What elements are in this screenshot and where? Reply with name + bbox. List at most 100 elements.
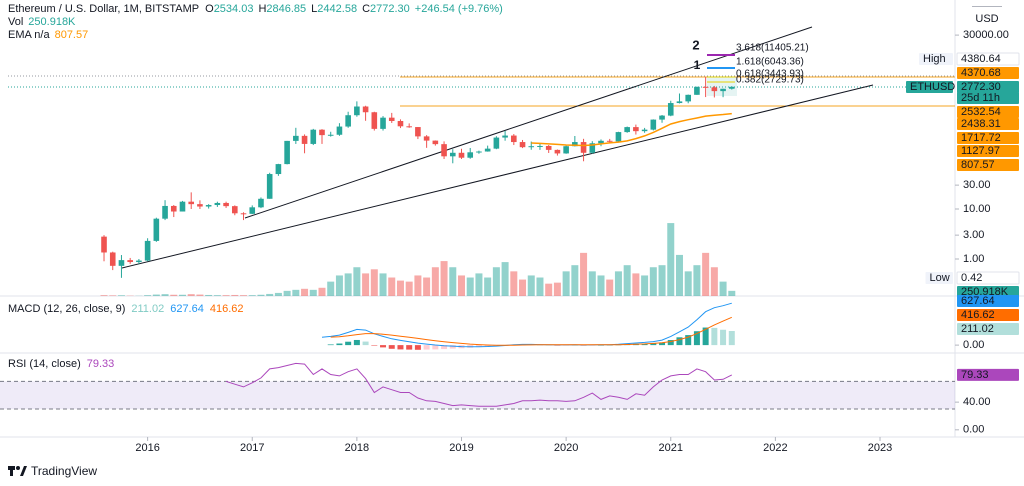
candle-body bbox=[223, 202, 229, 207]
fib-zone bbox=[707, 77, 737, 96]
volume-bar bbox=[178, 294, 186, 296]
volume-bar bbox=[388, 277, 396, 296]
volume-bar bbox=[545, 283, 553, 296]
volume-bar bbox=[423, 277, 431, 296]
volume-bar bbox=[117, 295, 125, 296]
volume-bar bbox=[196, 294, 204, 296]
y-tick-label: 1.00 bbox=[963, 253, 984, 265]
rsi-title: RSI (14, close) bbox=[8, 358, 81, 370]
volume-bar bbox=[405, 281, 413, 296]
price-badge bbox=[957, 132, 1019, 144]
annotation: 2 bbox=[692, 37, 699, 52]
price-badge-label: 2772.30 bbox=[961, 81, 1001, 93]
volume-bar bbox=[641, 275, 649, 296]
volume-bar bbox=[519, 279, 527, 296]
candle-body bbox=[197, 204, 203, 207]
candle-body bbox=[598, 140, 604, 144]
macd-line bbox=[321, 302, 732, 348]
volume-bar bbox=[553, 282, 561, 296]
macd-histogram-bar bbox=[432, 345, 439, 350]
candle-body bbox=[720, 88, 726, 92]
trend-line bbox=[244, 26, 813, 219]
price-badge bbox=[957, 159, 1019, 171]
candle-body bbox=[301, 135, 308, 144]
macd-histogram-bar bbox=[484, 345, 491, 347]
volume-bar bbox=[248, 295, 256, 296]
volume-bar bbox=[458, 275, 466, 296]
macd-histogram-bar bbox=[667, 340, 674, 346]
price-badge bbox=[956, 52, 1020, 66]
candle-body bbox=[179, 201, 186, 212]
volume-bar bbox=[266, 293, 274, 296]
volume-bar bbox=[109, 295, 117, 296]
candle-body bbox=[528, 146, 535, 148]
ema-line bbox=[531, 112, 732, 147]
price-badge-label: 4370.68 bbox=[961, 67, 1001, 79]
annotation: 1 bbox=[694, 58, 701, 72]
macd-title: MACD (12, 26, close, 9) bbox=[8, 303, 125, 315]
rsi-line bbox=[225, 362, 733, 407]
candle-body bbox=[615, 132, 622, 142]
macd-histogram-bar bbox=[380, 345, 387, 348]
candle-body bbox=[170, 205, 177, 212]
volume-bar bbox=[414, 275, 422, 296]
volume-bar bbox=[152, 294, 160, 296]
volume-bar bbox=[309, 289, 317, 296]
macd-histogram-bar bbox=[406, 345, 413, 350]
macd-histogram-bar bbox=[685, 335, 692, 346]
candle-body bbox=[441, 144, 447, 157]
ohlc-key: C bbox=[362, 3, 370, 15]
legend-row: MACD (12, 26, close, 9) 211.02 627.64 416.6… bbox=[8, 303, 244, 315]
y-tick-label: 0.00 bbox=[963, 339, 984, 351]
volume-bar bbox=[597, 275, 605, 296]
indicator-badge-label: 627.64 bbox=[961, 295, 995, 307]
candle-body bbox=[458, 152, 465, 158]
macd-histogram-bar bbox=[693, 331, 700, 346]
macd-histogram-bar bbox=[702, 327, 709, 346]
candle-body bbox=[650, 119, 657, 130]
candle-body bbox=[397, 120, 404, 127]
logo-dot bbox=[16, 466, 20, 470]
candle-body bbox=[118, 260, 125, 266]
candle-body bbox=[606, 140, 613, 142]
volume-bar bbox=[571, 265, 579, 296]
volume-bar bbox=[588, 271, 596, 296]
macd-histogram-bar bbox=[423, 345, 430, 350]
candle-body bbox=[336, 126, 343, 135]
x-tick-label: 2022 bbox=[763, 442, 787, 454]
candle-body bbox=[345, 115, 351, 127]
candle-body bbox=[537, 145, 543, 147]
volume-bar bbox=[684, 271, 692, 296]
candle-body bbox=[685, 94, 691, 102]
candle-body bbox=[293, 135, 299, 141]
candle-body bbox=[153, 218, 160, 241]
candle-body bbox=[327, 134, 334, 136]
candle-body bbox=[563, 146, 569, 154]
price-badge-label: 2438.31 bbox=[961, 118, 1001, 130]
change: +246.54 (+9.76%) bbox=[415, 3, 503, 15]
annotation: 3.618(11405.21) bbox=[736, 43, 809, 54]
x-tick-label: 2021 bbox=[659, 442, 683, 454]
volume-bar bbox=[562, 271, 570, 296]
volume-bar bbox=[632, 273, 640, 296]
x-tick-label: 2018 bbox=[345, 442, 369, 454]
macd-histogram-bar bbox=[676, 337, 683, 346]
candle-body bbox=[667, 103, 674, 116]
price-badge-label: 0.42 bbox=[961, 272, 982, 284]
volume-bar bbox=[649, 267, 657, 296]
candle-body bbox=[188, 201, 195, 205]
candle-body bbox=[258, 198, 264, 208]
price-badge bbox=[957, 118, 1019, 130]
volume-bar bbox=[353, 267, 361, 296]
legend-row: Ethereum / U.S. Dollar, 1M, BITSTAMP O253… bbox=[8, 3, 503, 15]
vol-value: 250.918K bbox=[28, 16, 76, 28]
candle-body bbox=[659, 115, 665, 120]
volume-bar bbox=[484, 277, 492, 296]
price-badge bbox=[957, 92, 1019, 104]
price-badge bbox=[957, 81, 1019, 93]
volume-bar bbox=[527, 275, 535, 296]
candle-body bbox=[415, 127, 421, 137]
price-badge-label: 25d 11h bbox=[961, 92, 1000, 104]
volume-bar bbox=[658, 265, 666, 296]
